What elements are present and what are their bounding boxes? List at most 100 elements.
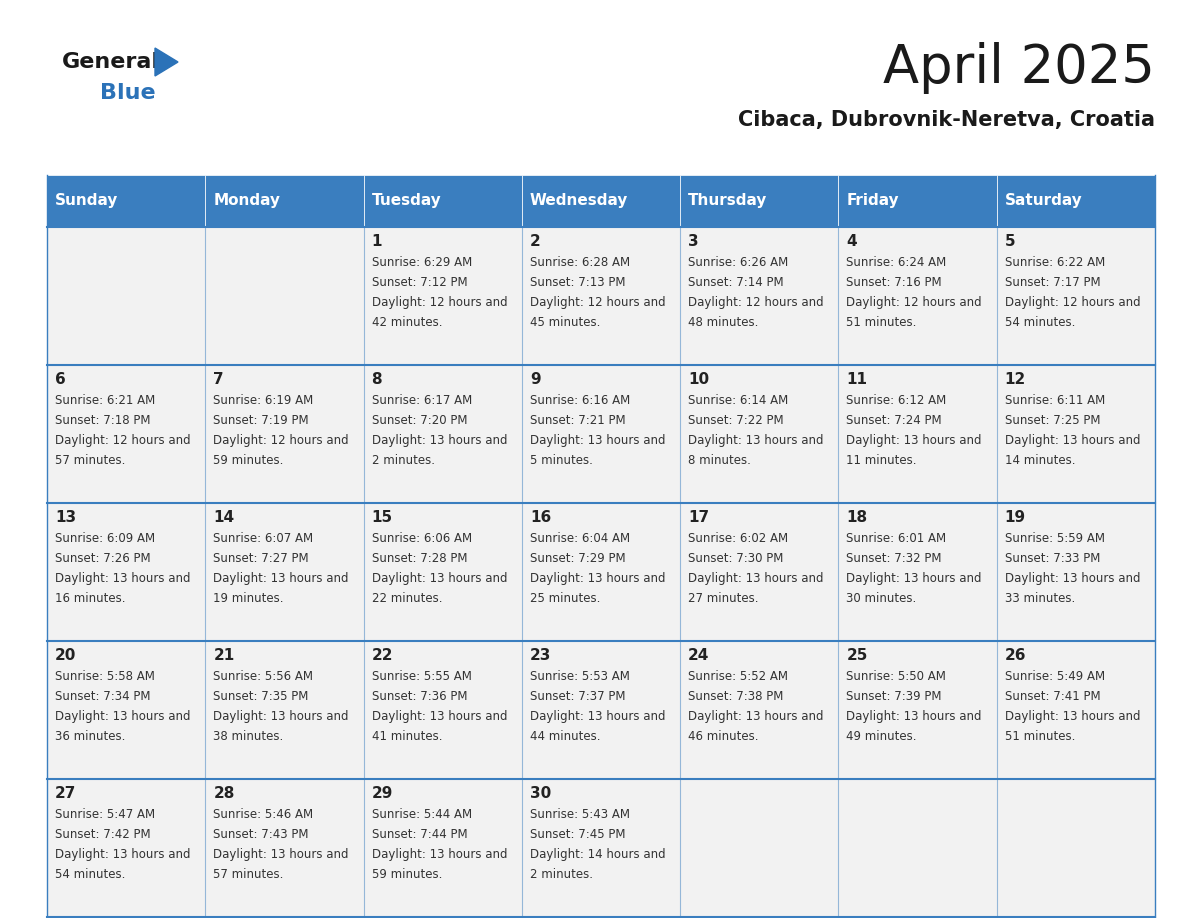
Text: 25 minutes.: 25 minutes. [530, 592, 600, 605]
Text: Sunset: 7:28 PM: Sunset: 7:28 PM [372, 552, 467, 565]
Text: Daylight: 12 hours and: Daylight: 12 hours and [55, 434, 190, 447]
Text: 30 minutes.: 30 minutes. [846, 592, 917, 605]
Text: Daylight: 13 hours and: Daylight: 13 hours and [530, 710, 665, 723]
Text: Sunrise: 5:53 AM: Sunrise: 5:53 AM [530, 670, 630, 683]
Text: Daylight: 12 hours and: Daylight: 12 hours and [214, 434, 349, 447]
Text: Thursday: Thursday [688, 194, 767, 208]
Text: Blue: Blue [100, 83, 156, 103]
Text: 49 minutes.: 49 minutes. [846, 730, 917, 743]
Text: Sunset: 7:29 PM: Sunset: 7:29 PM [530, 552, 626, 565]
Bar [48, 779, 206, 917]
Bar [681, 365, 839, 503]
Text: 7: 7 [214, 372, 223, 387]
Text: Daylight: 13 hours and: Daylight: 13 hours and [1005, 710, 1140, 723]
Text: 22: 22 [372, 648, 393, 663]
Text: Sunset: 7:33 PM: Sunset: 7:33 PM [1005, 552, 1100, 565]
Text: 9: 9 [530, 372, 541, 387]
Text: Sunrise: 6:12 AM: Sunrise: 6:12 AM [846, 394, 947, 407]
Text: Daylight: 13 hours and: Daylight: 13 hours and [214, 848, 349, 861]
Text: Sunset: 7:39 PM: Sunset: 7:39 PM [846, 690, 942, 703]
Text: 2 minutes.: 2 minutes. [530, 868, 593, 881]
Text: Sunset: 7:12 PM: Sunset: 7:12 PM [372, 276, 467, 289]
Bar [997, 365, 1155, 503]
Text: Daylight: 13 hours and: Daylight: 13 hours and [55, 572, 190, 585]
Text: Sunrise: 6:09 AM: Sunrise: 6:09 AM [55, 532, 156, 545]
Text: 5 minutes.: 5 minutes. [530, 454, 593, 467]
Text: Daylight: 13 hours and: Daylight: 13 hours and [688, 710, 823, 723]
Text: 27 minutes.: 27 minutes. [688, 592, 759, 605]
Text: 17: 17 [688, 510, 709, 525]
Bar [522, 641, 681, 779]
Text: 15: 15 [372, 510, 393, 525]
Text: Sunset: 7:17 PM: Sunset: 7:17 PM [1005, 276, 1100, 289]
Text: Sunrise: 6:29 AM: Sunrise: 6:29 AM [372, 256, 472, 269]
Text: Saturday: Saturday [1005, 194, 1082, 208]
Text: Sunset: 7:37 PM: Sunset: 7:37 PM [530, 690, 625, 703]
Text: Daylight: 12 hours and: Daylight: 12 hours and [846, 296, 982, 309]
Text: 41 minutes.: 41 minutes. [372, 730, 442, 743]
Text: Sunset: 7:41 PM: Sunset: 7:41 PM [1005, 690, 1100, 703]
Text: 30: 30 [530, 786, 551, 801]
Text: Daylight: 13 hours and: Daylight: 13 hours and [55, 710, 190, 723]
Text: Daylight: 13 hours and: Daylight: 13 hours and [1005, 434, 1140, 447]
Text: Sunrise: 6:17 AM: Sunrise: 6:17 AM [372, 394, 472, 407]
Text: Sunset: 7:45 PM: Sunset: 7:45 PM [530, 828, 625, 841]
Text: Sunrise: 5:46 AM: Sunrise: 5:46 AM [214, 808, 314, 821]
Text: 51 minutes.: 51 minutes. [846, 316, 917, 329]
Text: Sunset: 7:36 PM: Sunset: 7:36 PM [372, 690, 467, 703]
Text: 25: 25 [846, 648, 867, 663]
Bar [522, 779, 681, 917]
Text: 59 minutes.: 59 minutes. [214, 454, 284, 467]
Text: Sunset: 7:22 PM: Sunset: 7:22 PM [688, 414, 784, 427]
Text: 21: 21 [214, 648, 234, 663]
Text: 8: 8 [372, 372, 383, 387]
Bar [48, 175, 206, 227]
Text: 18: 18 [846, 510, 867, 525]
Text: Daylight: 12 hours and: Daylight: 12 hours and [1005, 296, 1140, 309]
Text: Daylight: 13 hours and: Daylight: 13 hours and [372, 848, 507, 861]
Text: 2: 2 [530, 234, 541, 249]
Text: Daylight: 13 hours and: Daylight: 13 hours and [372, 434, 507, 447]
Text: Friday: Friday [846, 194, 899, 208]
Text: Sunrise: 6:11 AM: Sunrise: 6:11 AM [1005, 394, 1105, 407]
Text: Sunrise: 5:55 AM: Sunrise: 5:55 AM [372, 670, 472, 683]
Text: Sunset: 7:34 PM: Sunset: 7:34 PM [55, 690, 151, 703]
Text: 24: 24 [688, 648, 709, 663]
Bar [522, 227, 681, 365]
Text: Sunrise: 6:16 AM: Sunrise: 6:16 AM [530, 394, 630, 407]
Text: 4: 4 [846, 234, 857, 249]
Text: 42 minutes.: 42 minutes. [372, 316, 442, 329]
Text: 12: 12 [1005, 372, 1026, 387]
Text: 57 minutes.: 57 minutes. [55, 454, 126, 467]
Text: Sunrise: 5:44 AM: Sunrise: 5:44 AM [372, 808, 472, 821]
Bar [681, 503, 839, 641]
Text: 6: 6 [55, 372, 65, 387]
Bar [839, 503, 997, 641]
Text: Daylight: 13 hours and: Daylight: 13 hours and [214, 572, 349, 585]
Text: 16: 16 [530, 510, 551, 525]
Text: 29: 29 [372, 786, 393, 801]
Bar [48, 641, 206, 779]
Text: 3: 3 [688, 234, 699, 249]
Bar [997, 503, 1155, 641]
Text: 38 minutes.: 38 minutes. [214, 730, 284, 743]
Text: 44 minutes.: 44 minutes. [530, 730, 600, 743]
Bar [364, 779, 522, 917]
Bar [997, 641, 1155, 779]
Text: Daylight: 13 hours and: Daylight: 13 hours and [688, 572, 823, 585]
Text: 28: 28 [214, 786, 235, 801]
Bar [364, 641, 522, 779]
Text: 26: 26 [1005, 648, 1026, 663]
Text: Sunrise: 6:14 AM: Sunrise: 6:14 AM [688, 394, 789, 407]
Bar [839, 641, 997, 779]
Text: Daylight: 13 hours and: Daylight: 13 hours and [372, 710, 507, 723]
Text: 48 minutes.: 48 minutes. [688, 316, 758, 329]
Text: 19 minutes.: 19 minutes. [214, 592, 284, 605]
Text: Daylight: 13 hours and: Daylight: 13 hours and [846, 572, 982, 585]
Polygon shape [154, 48, 178, 76]
Bar [206, 503, 364, 641]
Text: 27: 27 [55, 786, 76, 801]
Bar [206, 365, 364, 503]
Bar [206, 641, 364, 779]
Bar [364, 503, 522, 641]
